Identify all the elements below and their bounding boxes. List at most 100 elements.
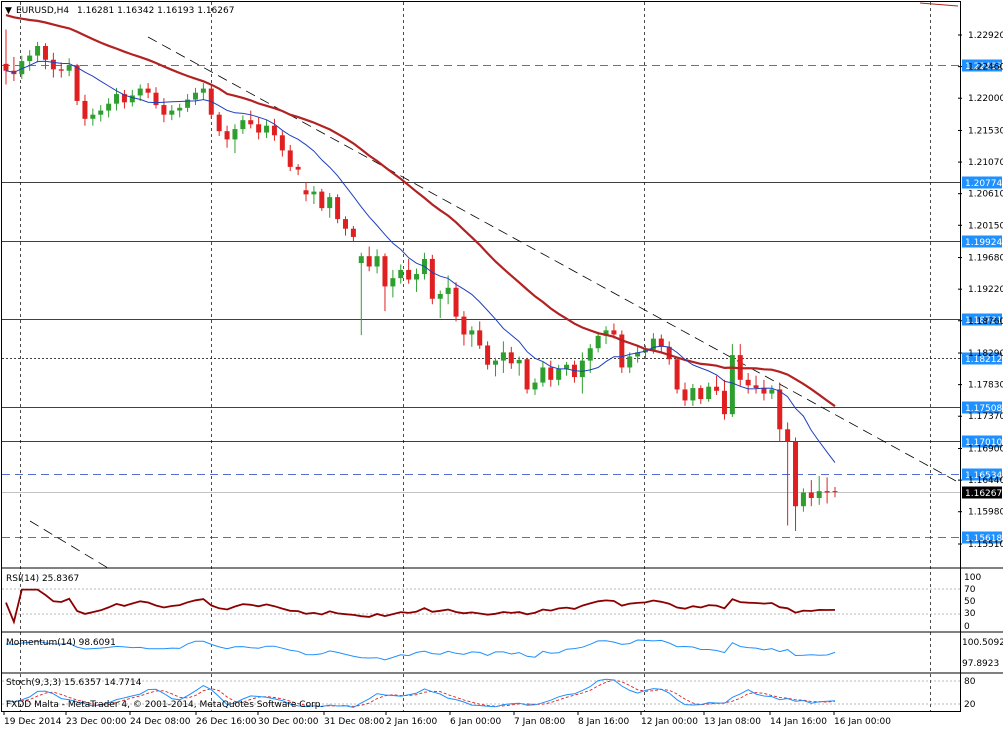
- price-tick-label: 1.16900: [968, 445, 1003, 455]
- candle: [390, 269, 396, 298]
- stoch-tick-80: 80: [964, 677, 976, 687]
- candle: [216, 111, 222, 136]
- level-price-box: [962, 435, 1002, 448]
- rsi-line: [5, 588, 836, 625]
- rsi-pane[interactable]: RSI(14) 25.8367 100 70 50 30 0: [2, 573, 981, 632]
- price-tick-label: 1.22000: [968, 94, 1003, 104]
- candle: [477, 321, 483, 349]
- time-tick-label: 7 Jan 08:00: [514, 717, 566, 727]
- candle: [808, 480, 814, 507]
- candle: [295, 164, 301, 176]
- candle: [224, 125, 230, 148]
- candle: [169, 105, 175, 121]
- chart-symbol: EURUSD,H4: [16, 6, 69, 16]
- candle: [50, 52, 56, 78]
- time-tick-label: 31 Dec 08:00: [324, 717, 385, 727]
- horizontal-levels: 1.22483 1.20774 1.19924 1.18781 1.18212 1.175…: [2, 59, 1002, 544]
- candle: [264, 120, 270, 139]
- level-price-label: 1.22483: [965, 62, 1002, 72]
- candle: [753, 375, 759, 394]
- rsi-tick-100: 100: [964, 573, 981, 583]
- candle: [824, 477, 830, 504]
- candle: [445, 275, 451, 305]
- price-tick-label: 1.15510: [968, 540, 1003, 550]
- candle: [90, 108, 96, 126]
- candle: [192, 87, 198, 106]
- candle: [706, 382, 712, 402]
- stoch-signal-line: [5, 679, 836, 707]
- candle: [635, 345, 641, 363]
- stochastic-pane[interactable]: Stoch(9,3,3) 15.6357 14.7714 80 20: [2, 677, 976, 710]
- price-tick-label: 1.22920: [968, 31, 1003, 41]
- stoch-main-line: [5, 678, 836, 708]
- candle: [698, 385, 704, 404]
- candle: [303, 181, 309, 202]
- level-price-label: 1.16534: [965, 471, 1002, 481]
- candle: [121, 89, 127, 109]
- price-tick-label: 1.17370: [968, 412, 1003, 422]
- rsi-tick-70: 70: [964, 585, 976, 595]
- fast-moving-average: [5, 60, 836, 463]
- candle: [579, 352, 585, 394]
- candle: [398, 264, 404, 284]
- level-price-box: [962, 401, 1002, 414]
- price-tick-label: 1.19220: [968, 285, 1003, 295]
- candle: [42, 43, 48, 70]
- candle: [382, 253, 388, 312]
- level-price-label: 1.17508: [965, 404, 1002, 414]
- level-price-box: [962, 235, 1002, 248]
- momentum-pane[interactable]: Momentum(14) 98.6091 100.5092 97.8923: [5, 638, 1003, 669]
- momentum-tick-high: 100.5092: [962, 638, 1003, 648]
- candle: [327, 192, 333, 218]
- rsi-tick-50: 50: [964, 597, 976, 607]
- candle: [666, 341, 672, 365]
- candle: [769, 385, 775, 400]
- candle: [58, 62, 64, 78]
- candle: [200, 83, 206, 100]
- current-price-label: 1.16267: [965, 489, 1002, 499]
- candle: [674, 356, 680, 394]
- candle: [785, 422, 791, 526]
- candle: [82, 94, 88, 126]
- candle: [587, 344, 593, 373]
- candle: [516, 356, 522, 376]
- collapse-arrow-icon[interactable]: ▼: [5, 6, 12, 16]
- trendline-top-right[interactable]: [919, 2, 959, 7]
- candle: [556, 364, 562, 386]
- candle: [358, 252, 364, 336]
- candle: [3, 29, 9, 85]
- candle: [74, 63, 80, 106]
- chart-frame: [1, 1, 961, 712]
- candle: [619, 330, 625, 373]
- time-tick-label: 19 Dec 2014: [4, 717, 62, 727]
- time-tick-label: 13 Jan 08:00: [704, 717, 761, 727]
- candle: [745, 372, 751, 394]
- level-price-box: [962, 313, 1002, 326]
- candle: [461, 311, 467, 346]
- candle: [540, 361, 546, 387]
- time-tick-label: 26 Dec 16:00: [196, 717, 257, 727]
- price-tick-label: 1.22460: [968, 63, 1003, 73]
- level-price-label: 1.19924: [965, 238, 1002, 248]
- candle: [350, 225, 356, 242]
- level-price-label: 1.20774: [965, 179, 1002, 189]
- price-tick-label: 1.19680: [968, 254, 1003, 264]
- time-tick-label: 16 Jan 00:00: [834, 717, 891, 727]
- time-axis: 19 Dec 2014 23 Dec 00:00 24 Dec 08:00 26 De…: [3, 711, 891, 727]
- candle: [627, 352, 633, 373]
- level-price-label: 1.17010: [965, 438, 1002, 448]
- level-price-box: [962, 176, 1002, 189]
- level-price-label: 1.18781: [965, 316, 1002, 326]
- price-tick-label: 1.21530: [968, 126, 1003, 136]
- candle: [66, 58, 72, 77]
- candle: [366, 246, 372, 272]
- price-tick-label: 1.16440: [968, 476, 1003, 486]
- price-tick-label: 1.17830: [968, 381, 1003, 391]
- price-axis: 1.22920 1.22460 1.22000 1.21530 1.21070 1.206…: [958, 31, 1003, 550]
- candle: [714, 375, 720, 395]
- candle: [145, 83, 151, 99]
- price-tick-label: 1.20150: [968, 221, 1003, 231]
- level-price-box: [962, 59, 1002, 72]
- candle: [500, 341, 506, 373]
